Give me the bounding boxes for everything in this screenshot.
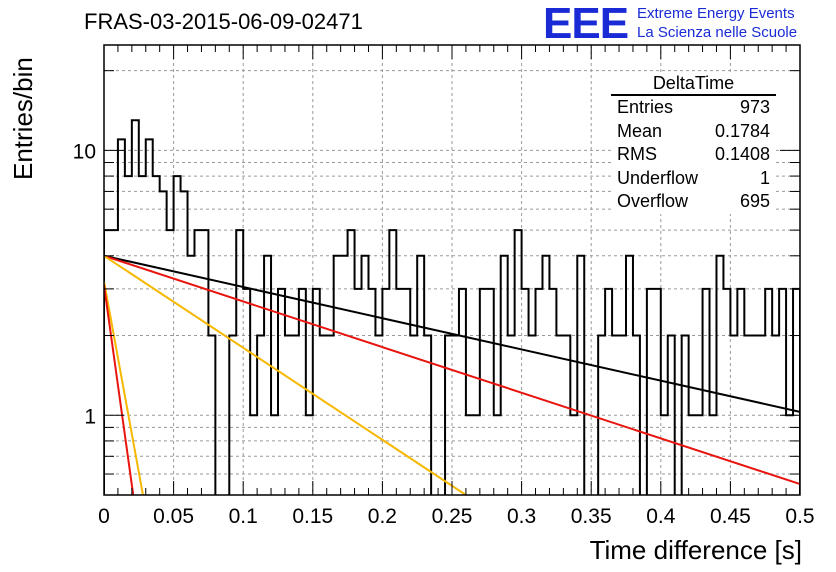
y-tick-label: 10 xyxy=(73,140,96,163)
x-tick-label: 0 xyxy=(98,505,110,528)
stats-row-entries: Entries 973 xyxy=(611,96,776,120)
plot-title: FRAS-03-2015-06-09-02471 xyxy=(84,9,363,34)
x-tick-label: 0.5 xyxy=(785,505,814,528)
x-tick-label: 0.1 xyxy=(229,505,258,528)
stats-row-mean: Mean 0.1784 xyxy=(611,120,776,144)
y-tick-label: 1 xyxy=(84,405,96,428)
x-axis-label: Time difference [s] xyxy=(589,535,802,565)
fit-line-1 xyxy=(104,254,800,485)
x-tick-label: 0.25 xyxy=(432,505,473,528)
fit-line-4 xyxy=(104,284,135,495)
x-tick-label: 0.2 xyxy=(368,505,397,528)
stats-value: 0.1784 xyxy=(714,120,770,141)
stats-label: Underflow xyxy=(617,167,699,188)
x-tick-label: 0.35 xyxy=(571,505,612,528)
fit-line-2 xyxy=(104,254,467,495)
stats-label: Mean xyxy=(617,120,663,141)
x-tick-label: 0.4 xyxy=(646,505,676,528)
stats-row-underflow: Underflow 1 xyxy=(611,167,776,191)
logo-line-2: La Scienza nelle Scuole xyxy=(637,24,798,41)
stats-value: 973 xyxy=(739,97,770,117)
stats-label: RMS xyxy=(617,144,657,164)
x-tick-label: 0.45 xyxy=(710,505,751,528)
eee-logo: EEE xyxy=(543,0,629,48)
logo-caption: Extreme Energy Events La Scienza nelle S… xyxy=(637,4,797,42)
stats-value: 1 xyxy=(759,167,770,188)
y-axis-label: Entries/bin xyxy=(8,57,38,180)
fit-line-3 xyxy=(104,281,144,495)
stats-box: DeltaTime Entries 973 Mean 0.1784 RMS 0.140… xyxy=(611,72,776,214)
x-tick-label: 0.05 xyxy=(153,505,194,528)
logo-line-1: Extreme Energy Events xyxy=(637,5,795,22)
x-tick-label: 0.3 xyxy=(507,505,536,528)
stats-value: 0.1408 xyxy=(714,144,770,164)
stats-label: Overflow xyxy=(617,191,689,211)
stats-row-rms: RMS 0.1408 xyxy=(611,143,776,167)
histogram-series xyxy=(104,119,800,495)
stats-label: Entries xyxy=(617,97,674,117)
stats-value: 695 xyxy=(739,191,770,211)
x-tick-label: 0.15 xyxy=(292,505,333,528)
stats-row-overflow: Overflow 695 xyxy=(611,190,776,214)
stats-title: DeltaTime xyxy=(611,72,776,96)
fit-line-0 xyxy=(104,254,800,413)
